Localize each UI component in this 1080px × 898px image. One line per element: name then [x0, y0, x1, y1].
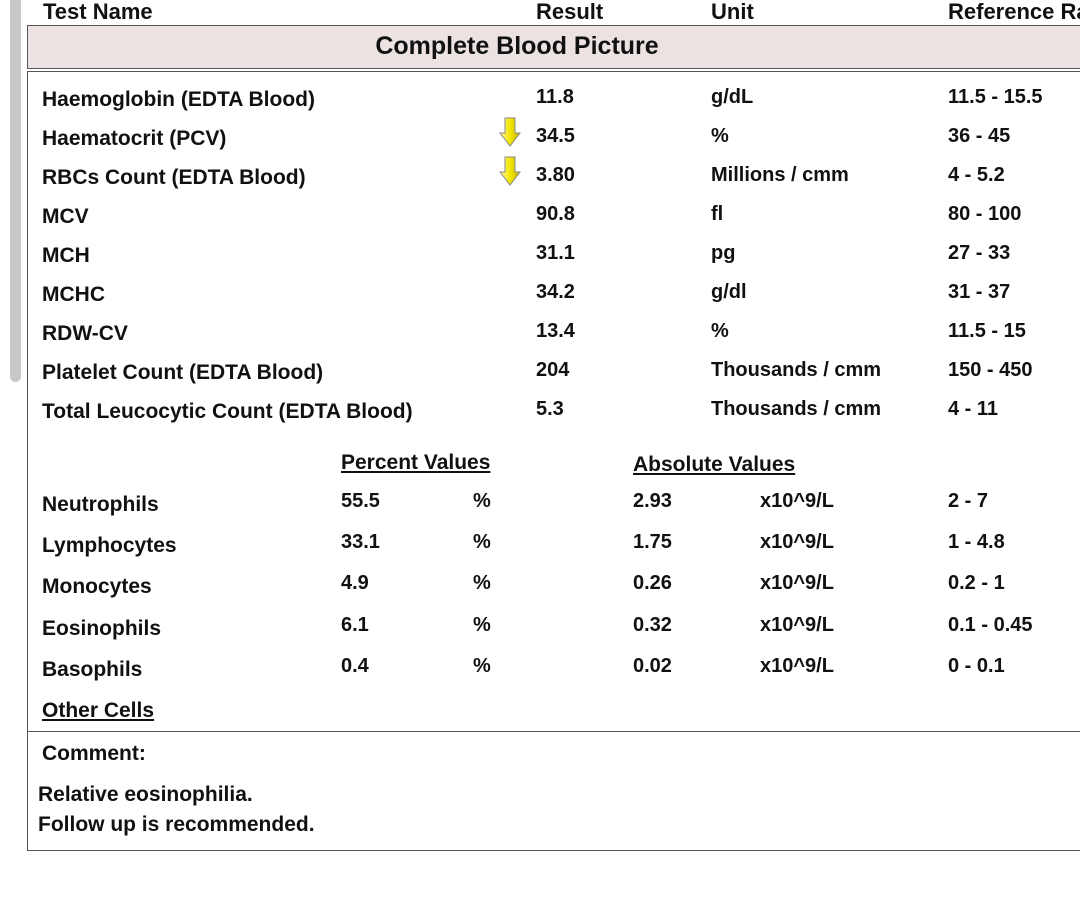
- absolute-unit: x10^9/L: [760, 490, 834, 512]
- header-unit: Unit: [711, 0, 754, 24]
- percent-unit: %: [473, 655, 491, 677]
- percent-unit: %: [473, 614, 491, 636]
- absolute-value: 1.75: [633, 531, 672, 553]
- cell-name: Neutrophils: [42, 493, 159, 516]
- test-name: Total Leucocytic Count (EDTA Blood): [42, 400, 413, 423]
- comment-line-1: Relative eosinophilia.: [38, 783, 253, 806]
- percent-value: 0.4: [341, 655, 369, 677]
- section-title-band: Complete Blood Picture: [27, 25, 1080, 69]
- header-test-name: Test Name: [43, 0, 153, 24]
- report-box: [27, 71, 1080, 851]
- test-result: 5.3: [536, 398, 564, 420]
- absolute-unit: x10^9/L: [760, 531, 834, 553]
- absolute-unit: x10^9/L: [760, 655, 834, 677]
- cell-name: Monocytes: [42, 575, 152, 598]
- test-unit: %: [711, 320, 729, 342]
- test-reference: 31 - 37: [948, 281, 1011, 303]
- test-result: 90.8: [536, 203, 575, 225]
- reference-range: 1 - 4.8: [948, 531, 1005, 553]
- test-reference: 11.5 - 15.5: [948, 86, 1043, 108]
- percent-values-header: Percent Values: [341, 451, 491, 474]
- test-result: 34.2: [536, 281, 575, 303]
- percent-unit: %: [473, 490, 491, 512]
- percent-unit: %: [473, 572, 491, 594]
- comment-line-2: Follow up is recommended.: [38, 813, 315, 836]
- test-unit: pg: [711, 242, 736, 264]
- test-result: 34.5: [536, 125, 575, 147]
- absolute-value: 2.93: [633, 490, 672, 512]
- test-name: MCHC: [42, 283, 105, 306]
- comment-divider: [27, 731, 1080, 732]
- test-reference: 11.5 - 15: [948, 320, 1026, 342]
- test-name: Haematocrit (PCV): [42, 127, 227, 150]
- test-reference: 27 - 33: [948, 242, 1011, 264]
- reference-range: 0.1 - 0.45: [948, 614, 1033, 636]
- low-flag-arrow-icon: [499, 156, 521, 186]
- section-title: Complete Blood Picture: [375, 32, 659, 60]
- test-unit: Thousands / cmm: [711, 398, 882, 420]
- test-unit: Thousands / cmm: [711, 359, 882, 381]
- cell-name: Basophils: [42, 658, 143, 681]
- test-result: 11.8: [536, 86, 574, 108]
- test-reference: 80 - 100: [948, 203, 1022, 225]
- test-reference: 4 - 5.2: [948, 164, 1005, 186]
- absolute-unit: x10^9/L: [760, 572, 834, 594]
- absolute-value: 0.26: [633, 572, 672, 594]
- cell-name: Lymphocytes: [42, 534, 177, 557]
- test-name: RDW-CV: [42, 322, 128, 345]
- header-reference: Reference Ra: [948, 0, 1080, 24]
- reference-range: 0.2 - 1: [948, 572, 1005, 594]
- test-name: MCV: [42, 205, 89, 228]
- cell-name: Eosinophils: [42, 617, 162, 640]
- percent-unit: %: [473, 531, 491, 553]
- other-cells-label: Other Cells: [42, 699, 155, 722]
- reference-range: 2 - 7: [948, 490, 989, 512]
- absolute-unit: x10^9/L: [760, 614, 834, 636]
- test-unit: Millions / cmm: [711, 164, 849, 186]
- percent-value: 6.1: [341, 614, 369, 636]
- test-unit: fl: [711, 203, 724, 225]
- percent-value: 33.1: [341, 531, 380, 553]
- low-flag-arrow-icon: [499, 117, 521, 147]
- test-unit: g/dl: [711, 281, 747, 303]
- absolute-value: 0.32: [633, 614, 672, 636]
- reference-range: 0 - 0.1: [948, 655, 1005, 677]
- header-result: Result: [536, 0, 604, 24]
- test-name: Haemoglobin (EDTA Blood): [42, 88, 315, 111]
- percent-value: 4.9: [341, 572, 369, 594]
- test-result: 204: [536, 359, 570, 381]
- test-result: 31.1: [536, 242, 575, 264]
- scrollbar[interactable]: [10, 0, 21, 382]
- test-name: MCH: [42, 244, 90, 267]
- test-result: 3.80: [536, 164, 575, 186]
- comment-label: Comment:: [42, 742, 146, 765]
- test-unit: g/dL: [711, 86, 754, 108]
- test-result: 13.4: [536, 320, 575, 342]
- test-reference: 36 - 45: [948, 125, 1011, 147]
- percent-value: 55.5: [341, 490, 380, 512]
- test-name: RBCs Count (EDTA Blood): [42, 166, 306, 189]
- test-reference: 150 - 450: [948, 359, 1033, 381]
- test-name: Platelet Count (EDTA Blood): [42, 361, 324, 384]
- test-unit: %: [711, 125, 729, 147]
- absolute-values-header: Absolute Values: [633, 453, 796, 476]
- test-reference: 4 - 11: [948, 398, 999, 420]
- absolute-value: 0.02: [633, 655, 672, 677]
